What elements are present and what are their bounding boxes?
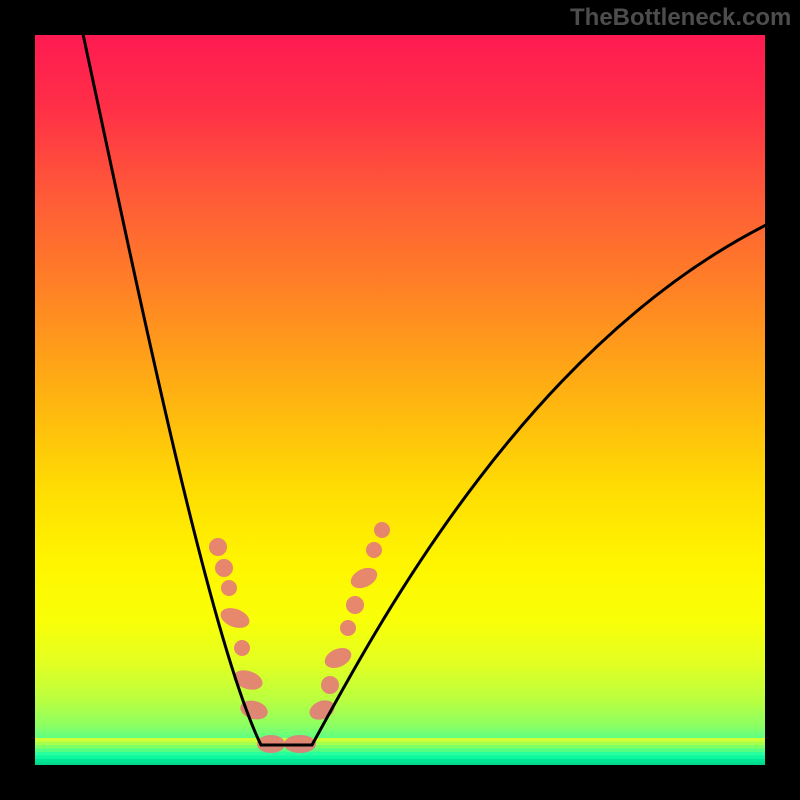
data-marker (346, 596, 364, 614)
plot-area (34, 34, 766, 767)
data-marker (366, 542, 382, 558)
data-marker (209, 538, 227, 556)
bottleneck-chart (0, 0, 800, 800)
data-marker (234, 640, 250, 656)
green-band (34, 738, 766, 767)
data-marker (374, 522, 390, 538)
data-marker (340, 620, 356, 636)
data-marker (215, 559, 233, 577)
data-marker (221, 580, 237, 596)
data-marker (321, 676, 339, 694)
gradient-background (34, 34, 766, 766)
watermark-text: TheBottleneck.com (570, 4, 791, 32)
